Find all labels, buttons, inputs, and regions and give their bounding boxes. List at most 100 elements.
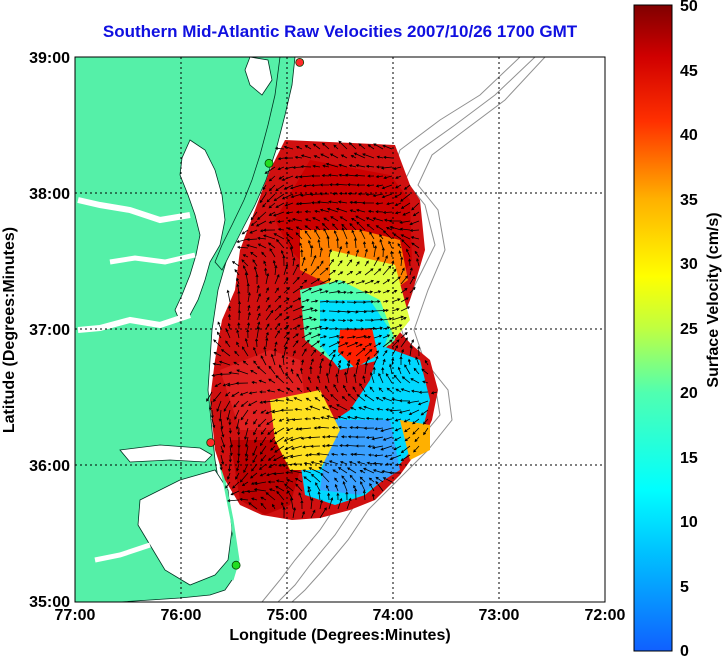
velocity-arrow: [213, 351, 222, 357]
velocity-arrow: [347, 183, 357, 187]
velocity-arrow: [234, 409, 240, 420]
velocity-arrow: [246, 489, 258, 493]
velocity-arrow: [256, 321, 261, 330]
velocity-arrow: [277, 227, 285, 231]
velocity-arrow: [301, 510, 305, 519]
colorbar-tick-label: 10: [680, 514, 698, 531]
velocity-arrow: [342, 481, 348, 492]
velocity-arrow: [255, 273, 259, 285]
velocity-arrow: [394, 193, 402, 198]
velocity-arrow: [382, 279, 391, 285]
velocity-arrow: [289, 436, 303, 442]
velocity-arrow: [274, 295, 282, 303]
velocity-arrow: [410, 389, 420, 393]
velocity-arrow: [400, 348, 404, 357]
velocity-arrow: [259, 436, 267, 447]
colorbar-tick-label: 15: [680, 450, 698, 467]
velocity-arrow: [328, 353, 336, 366]
velocity-arrow: [389, 409, 402, 413]
velocity-arrow: [258, 379, 267, 384]
velocity-arrow: [375, 417, 383, 421]
colorbar-label: Surface Velocity (cm/s): [705, 212, 722, 387]
colorbar-tick-label: 40: [680, 127, 698, 144]
velocity-arrow: [315, 226, 321, 231]
velocity-arrow: [322, 164, 330, 168]
velocity-arrow: [404, 427, 411, 433]
velocity-arrow: [415, 356, 420, 366]
velocity-arrow: [375, 210, 384, 214]
velocity-arrow: [346, 359, 351, 366]
velocity-arrow: [301, 287, 312, 294]
delaware-bay: [244, 57, 273, 96]
velocity-arrow: [289, 246, 294, 258]
velocity-arrow: [383, 175, 393, 180]
velocity-arrow: [317, 200, 330, 204]
velocity-arrow: [373, 256, 380, 267]
velocity-arrow: [335, 373, 339, 384]
velocity-arrow: [372, 217, 384, 222]
velocity-arrow: [417, 345, 421, 357]
velocity-arrow: [310, 278, 321, 285]
velocity-arrow: [317, 239, 321, 249]
velocity-arrow: [273, 436, 285, 445]
velocity-arrow: [272, 503, 276, 510]
velocity-arrow: [362, 241, 367, 249]
velocity-arrow: [281, 354, 285, 366]
velocity-arrow: [409, 220, 420, 226]
velocity-arrow: [362, 375, 366, 384]
velocity-arrow: [239, 391, 249, 396]
velocity-arrow: [350, 407, 357, 411]
velocity-arrow: [252, 409, 258, 415]
velocity-arrow: [347, 393, 357, 402]
velocity-arrow: [304, 417, 312, 421]
velocity-arrow: [319, 318, 328, 322]
velocity-arrow: [397, 366, 402, 375]
velocity-arrow: [252, 454, 258, 464]
velocity-arrow: [294, 155, 303, 159]
velocity-arrow: [335, 207, 348, 213]
velocity-arrow: [359, 476, 366, 483]
velocity-arrow: [258, 463, 267, 471]
velocity-arrow: [265, 337, 269, 348]
velocity-arrow: [286, 427, 294, 432]
velocity-arrow: [256, 284, 260, 294]
velocity-arrow: [301, 279, 308, 285]
velocity-arrow: [274, 146, 285, 150]
velocity-arrow: [338, 425, 348, 429]
velocity-arrow: [355, 327, 365, 331]
velocity-arrow: [328, 300, 339, 304]
colorbar-tick-label: 50: [680, 0, 698, 15]
velocity-arrow: [388, 240, 393, 249]
velocity-arrow: [265, 304, 271, 312]
velocity-arrow: [337, 415, 348, 420]
velocity-arrow: [362, 153, 375, 159]
velocity-arrow: [359, 383, 366, 393]
velocity-arrow: [420, 409, 429, 416]
velocity-arrow: [363, 426, 375, 430]
velocity-arrow: [358, 406, 366, 411]
velocity-arrow: [368, 477, 375, 483]
velocity-arrow: [336, 492, 340, 501]
rappahannock-river: [109, 252, 196, 265]
velocity-arrow: [268, 378, 276, 384]
velocity-arrow: [400, 317, 407, 321]
velocity-arrow: [223, 400, 231, 412]
velocity-arrow: [346, 467, 357, 474]
velocity-arrow: [254, 481, 267, 486]
velocity-arrow: [394, 202, 402, 206]
velocity-arrow: [282, 254, 286, 267]
velocity-arrow: [373, 318, 384, 322]
velocity-arrow: [367, 209, 375, 213]
velocity-arrow: [240, 409, 249, 421]
velocity-arrow: [355, 215, 366, 222]
velocity-arrow: [292, 263, 299, 276]
velocity-arrow: [273, 427, 285, 435]
velocity-arrow: [282, 454, 294, 460]
velocity-arrow: [375, 480, 384, 492]
velocity-arrow: [349, 426, 357, 430]
velocity-arrow: [304, 225, 312, 231]
velocity-arrow: [289, 497, 294, 510]
velocity-arrow: [289, 454, 303, 459]
velocity-arrow: [301, 268, 307, 276]
velocity-arrow: [373, 245, 377, 258]
